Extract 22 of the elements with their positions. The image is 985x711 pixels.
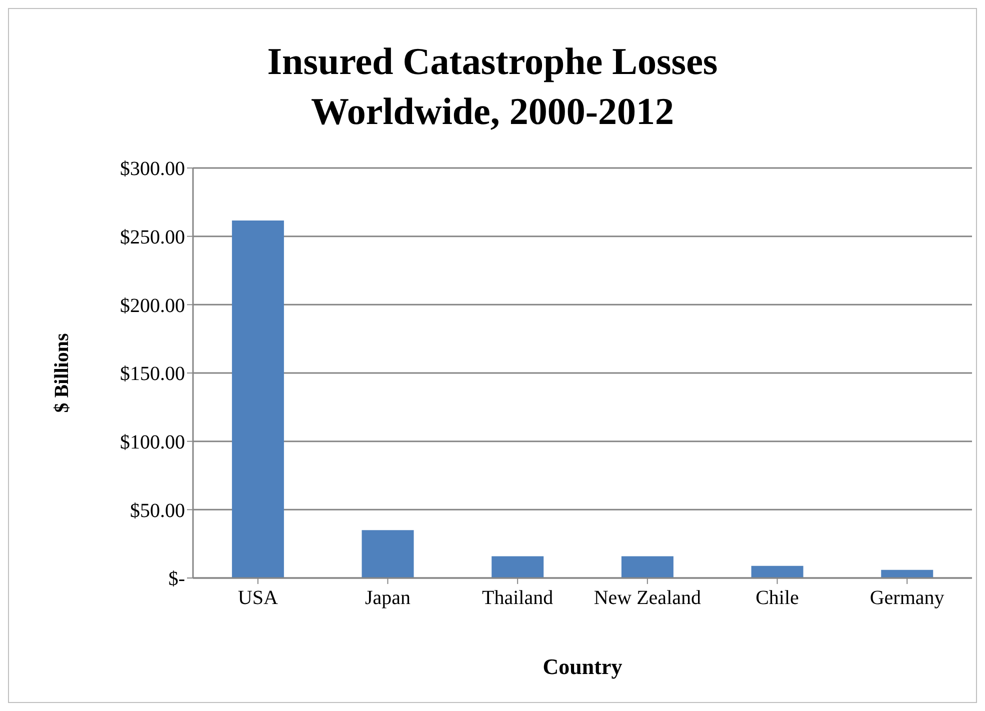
- bar: [232, 220, 284, 578]
- y-tick-label: $200.00: [120, 294, 185, 317]
- y-axis-title: $ Billions: [51, 333, 74, 413]
- x-tick-label: Chile: [756, 587, 800, 610]
- y-tick-label: $300.00: [120, 158, 185, 180]
- y-tick-label: $250.00: [120, 226, 185, 248]
- bar: [751, 566, 804, 578]
- x-tick-label: Germany: [870, 587, 944, 610]
- x-axis-title: Country: [542, 654, 622, 679]
- bar: [621, 556, 674, 578]
- y-tick-label: $100.00: [120, 431, 185, 454]
- x-tick-label: New Zealand: [594, 587, 702, 610]
- chart-title: Insured Catastrophe Losses Worldwide, 2000-2012: [266, 40, 719, 135]
- bar: [881, 570, 934, 578]
- bar: [362, 530, 414, 578]
- bar: [492, 556, 544, 578]
- y-tick-label: $50.00: [130, 500, 185, 522]
- y-tick-label: $150.00: [120, 363, 185, 386]
- x-tick-label: Thailand: [482, 587, 554, 610]
- x-tick-label: Japan: [364, 587, 411, 610]
- y-tick-label: $-: [168, 568, 185, 590]
- x-tick-label: USA: [238, 587, 278, 610]
